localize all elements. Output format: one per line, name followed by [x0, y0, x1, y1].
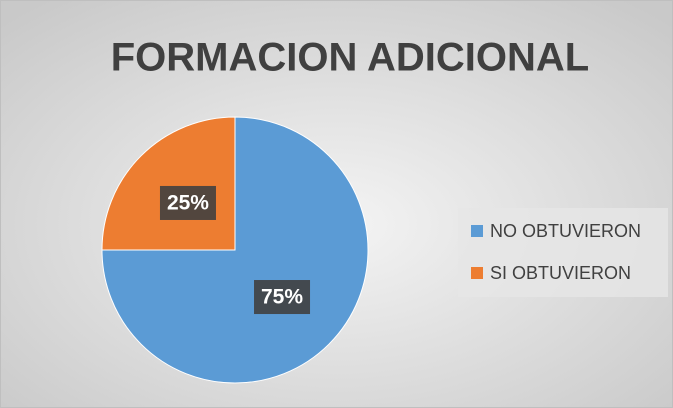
legend-box: [458, 208, 668, 297]
data-label: 25%: [167, 192, 209, 215]
legend-swatch: [471, 267, 483, 279]
chart-title: FORMACION ADICIONAL: [111, 36, 589, 80]
legend-label: SI OBTUVIERON: [490, 263, 631, 283]
data-label-box: [254, 280, 311, 315]
legend-swatch: [471, 225, 483, 237]
data-label: 75%: [261, 286, 303, 309]
data-label-box: [159, 185, 216, 220]
legend-label: NO OBTUVIERON: [490, 221, 641, 241]
